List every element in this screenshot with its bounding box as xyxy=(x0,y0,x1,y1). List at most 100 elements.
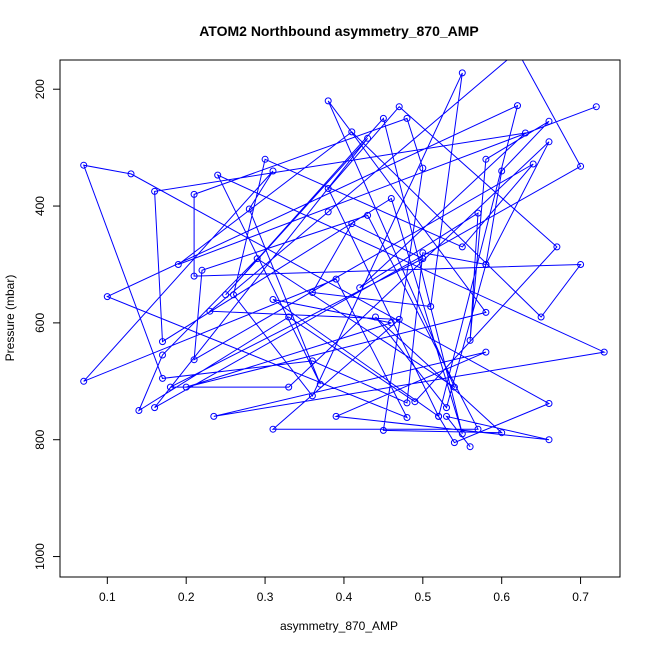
data-point xyxy=(443,412,450,420)
data-point xyxy=(403,114,411,122)
data-point xyxy=(135,407,143,414)
data-point xyxy=(356,284,364,292)
data-point xyxy=(166,383,174,391)
data-point xyxy=(190,272,198,280)
data-point xyxy=(151,187,159,195)
data-point xyxy=(545,436,553,444)
data-point xyxy=(537,313,545,321)
data-point xyxy=(458,243,466,251)
x-axis: 0.1 0.2 0.3 0.4 0.5 0.6 0.7 xyxy=(99,577,589,604)
data-point xyxy=(577,261,585,268)
x-tick-label: 0.4 xyxy=(336,590,353,604)
data-point xyxy=(230,291,237,299)
data-point xyxy=(324,97,332,105)
data-point xyxy=(372,313,379,321)
data-point xyxy=(364,211,372,219)
data-point xyxy=(190,356,198,364)
data-point xyxy=(387,195,395,202)
data-point xyxy=(419,164,427,172)
data-point xyxy=(269,167,277,175)
data-point xyxy=(198,266,206,274)
data-point xyxy=(514,102,521,110)
x-tick-label: 0.3 xyxy=(257,590,274,604)
data-point xyxy=(411,398,419,406)
x-tick-label: 0.7 xyxy=(572,590,589,604)
data-point xyxy=(395,315,403,323)
data-point xyxy=(450,439,458,447)
data-point xyxy=(285,383,293,391)
data-point xyxy=(127,170,135,178)
data-point xyxy=(269,296,277,303)
data-point xyxy=(427,303,435,310)
data-point xyxy=(600,348,608,356)
data-point xyxy=(443,404,450,412)
data-point xyxy=(324,208,332,216)
data-point xyxy=(308,392,316,400)
data-point xyxy=(308,289,316,296)
data-point xyxy=(308,357,316,365)
data-point xyxy=(159,374,166,382)
y-tick-label: 200 xyxy=(33,79,47,99)
data-point xyxy=(466,443,474,451)
data-point xyxy=(474,209,482,217)
data-point xyxy=(529,160,537,168)
data-point xyxy=(482,155,490,163)
data-point xyxy=(419,255,427,263)
data-point xyxy=(498,429,506,437)
data-point xyxy=(364,134,372,142)
data-point xyxy=(403,414,411,421)
data-point xyxy=(159,338,166,346)
x-tick-label: 0.1 xyxy=(99,590,116,604)
data-point xyxy=(450,383,458,391)
y-tick-label: 600 xyxy=(33,313,47,333)
y-tick-label: 1000 xyxy=(33,543,47,570)
data-point xyxy=(577,162,585,170)
data-point xyxy=(269,425,277,433)
data-point xyxy=(332,275,340,283)
data-point xyxy=(348,128,356,136)
data-point xyxy=(482,348,490,356)
y-tick-label: 400 xyxy=(33,196,47,216)
data-point xyxy=(285,313,293,321)
data-point xyxy=(545,117,553,125)
data-point xyxy=(458,430,466,438)
data-point xyxy=(206,307,214,315)
y-axis-label: Pressure (mbar) xyxy=(3,275,17,362)
data-point xyxy=(151,404,159,412)
data-point xyxy=(80,377,88,385)
data-point xyxy=(545,138,553,146)
data-point xyxy=(545,400,553,407)
data-point xyxy=(348,220,356,228)
chart-title: ATOM2 Northbound asymmetry_870_AMP xyxy=(199,23,479,39)
data-point xyxy=(379,426,387,434)
data-point xyxy=(174,261,182,268)
y-axis: 200 400 600 800 1000 xyxy=(33,79,60,570)
data-point xyxy=(159,351,166,359)
plot-area xyxy=(80,60,608,451)
data-point xyxy=(210,412,218,420)
data-point xyxy=(482,308,490,316)
data-point xyxy=(332,412,340,420)
data-point xyxy=(458,69,466,77)
data-point xyxy=(316,380,324,388)
data-point xyxy=(253,255,261,263)
data-point xyxy=(403,399,411,407)
data-point xyxy=(190,190,198,198)
data-point xyxy=(435,412,443,420)
data-point xyxy=(245,205,253,213)
data-point xyxy=(214,171,222,179)
data-point xyxy=(222,291,230,299)
data-point xyxy=(182,383,190,391)
data-point xyxy=(466,336,474,344)
data-point xyxy=(482,261,490,268)
data-point xyxy=(80,161,88,169)
data-point xyxy=(103,293,111,301)
data-point xyxy=(498,167,506,175)
x-tick-label: 0.5 xyxy=(414,590,431,604)
plot-frame xyxy=(59,59,621,578)
data-point xyxy=(261,155,269,163)
x-tick-label: 0.6 xyxy=(493,590,510,604)
data-point xyxy=(324,185,332,192)
data-point xyxy=(387,319,395,327)
